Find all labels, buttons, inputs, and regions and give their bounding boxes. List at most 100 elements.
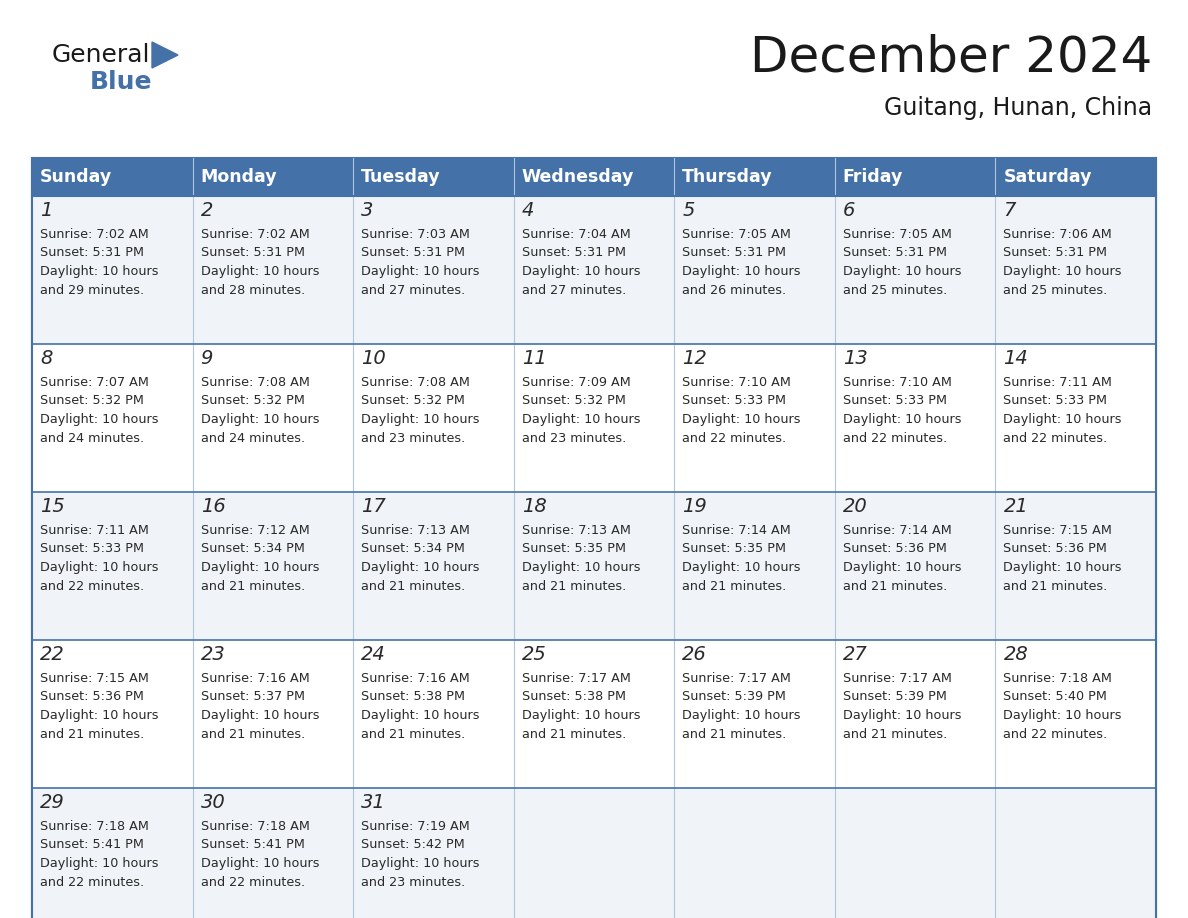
Bar (32, 196, 1156, 344)
Text: and 24 minutes.: and 24 minutes. (201, 432, 304, 445)
Text: Saturday: Saturday (1004, 168, 1092, 186)
Text: Sunset: 5:34 PM: Sunset: 5:34 PM (201, 543, 304, 555)
Text: 26: 26 (682, 644, 707, 664)
Text: 28: 28 (1004, 644, 1028, 664)
Text: and 22 minutes.: and 22 minutes. (40, 877, 144, 890)
Text: Sunrise: 7:02 AM: Sunrise: 7:02 AM (201, 228, 309, 241)
Bar (32, 640, 1156, 788)
Text: Daylight: 10 hours: Daylight: 10 hours (682, 413, 801, 427)
Text: and 22 minutes.: and 22 minutes. (842, 432, 947, 445)
Text: Daylight: 10 hours: Daylight: 10 hours (40, 413, 158, 427)
Text: and 21 minutes.: and 21 minutes. (522, 580, 626, 594)
Text: Daylight: 10 hours: Daylight: 10 hours (842, 562, 961, 575)
Text: 22: 22 (40, 644, 65, 664)
Text: Sunset: 5:32 PM: Sunset: 5:32 PM (522, 395, 626, 408)
Text: Sunset: 5:32 PM: Sunset: 5:32 PM (40, 395, 144, 408)
Text: 21: 21 (1004, 497, 1028, 516)
Text: 7: 7 (1004, 200, 1016, 219)
Text: Sunset: 5:41 PM: Sunset: 5:41 PM (201, 838, 304, 852)
Text: 6: 6 (842, 200, 855, 219)
Text: and 27 minutes.: and 27 minutes. (522, 285, 626, 297)
Text: and 27 minutes.: and 27 minutes. (361, 285, 466, 297)
Text: Sunrise: 7:15 AM: Sunrise: 7:15 AM (40, 671, 148, 685)
Text: Daylight: 10 hours: Daylight: 10 hours (201, 265, 320, 278)
Text: Sunday: Sunday (40, 168, 112, 186)
Text: Daylight: 10 hours: Daylight: 10 hours (201, 710, 320, 722)
Text: Sunrise: 7:15 AM: Sunrise: 7:15 AM (1004, 523, 1112, 536)
Text: Guitang, Hunan, China: Guitang, Hunan, China (884, 96, 1152, 120)
Text: Sunset: 5:36 PM: Sunset: 5:36 PM (842, 543, 947, 555)
Text: Sunrise: 7:11 AM: Sunrise: 7:11 AM (40, 523, 148, 536)
Text: 18: 18 (522, 497, 546, 516)
Text: and 24 minutes.: and 24 minutes. (40, 432, 144, 445)
Text: and 25 minutes.: and 25 minutes. (842, 285, 947, 297)
Text: Daylight: 10 hours: Daylight: 10 hours (682, 562, 801, 575)
Text: and 25 minutes.: and 25 minutes. (1004, 285, 1107, 297)
Text: Blue: Blue (90, 70, 152, 94)
Text: Sunrise: 7:14 AM: Sunrise: 7:14 AM (682, 523, 791, 536)
Text: Sunrise: 7:05 AM: Sunrise: 7:05 AM (842, 228, 952, 241)
Text: 19: 19 (682, 497, 707, 516)
Text: Thursday: Thursday (682, 168, 773, 186)
Text: Sunset: 5:38 PM: Sunset: 5:38 PM (522, 690, 626, 703)
Text: Sunrise: 7:18 AM: Sunrise: 7:18 AM (40, 820, 148, 833)
Text: 27: 27 (842, 644, 867, 664)
Text: 2: 2 (201, 200, 213, 219)
Text: and 21 minutes.: and 21 minutes. (361, 729, 466, 742)
Text: Monday: Monday (201, 168, 277, 186)
Text: Wednesday: Wednesday (522, 168, 634, 186)
Text: 12: 12 (682, 349, 707, 367)
Bar (32, 788, 1156, 918)
Text: Daylight: 10 hours: Daylight: 10 hours (40, 562, 158, 575)
Text: and 21 minutes.: and 21 minutes. (842, 580, 947, 594)
Text: and 23 minutes.: and 23 minutes. (522, 432, 626, 445)
Text: Daylight: 10 hours: Daylight: 10 hours (842, 710, 961, 722)
Text: Sunrise: 7:03 AM: Sunrise: 7:03 AM (361, 228, 470, 241)
Text: Sunrise: 7:14 AM: Sunrise: 7:14 AM (842, 523, 952, 536)
Text: Sunset: 5:31 PM: Sunset: 5:31 PM (522, 247, 626, 260)
Text: and 22 minutes.: and 22 minutes. (201, 877, 304, 890)
Text: Sunset: 5:42 PM: Sunset: 5:42 PM (361, 838, 465, 852)
Text: Sunrise: 7:16 AM: Sunrise: 7:16 AM (361, 671, 470, 685)
Text: Sunset: 5:33 PM: Sunset: 5:33 PM (842, 395, 947, 408)
Text: and 21 minutes.: and 21 minutes. (842, 729, 947, 742)
Bar (32, 158, 1156, 196)
Text: Daylight: 10 hours: Daylight: 10 hours (522, 413, 640, 427)
Text: Sunrise: 7:18 AM: Sunrise: 7:18 AM (201, 820, 309, 833)
Text: Friday: Friday (842, 168, 903, 186)
Text: Sunrise: 7:13 AM: Sunrise: 7:13 AM (361, 523, 470, 536)
Text: Sunset: 5:39 PM: Sunset: 5:39 PM (842, 690, 947, 703)
Text: Sunset: 5:31 PM: Sunset: 5:31 PM (1004, 247, 1107, 260)
Text: Daylight: 10 hours: Daylight: 10 hours (40, 265, 158, 278)
Text: 10: 10 (361, 349, 386, 367)
Bar (32, 344, 1156, 492)
Text: Daylight: 10 hours: Daylight: 10 hours (1004, 265, 1121, 278)
Text: Sunrise: 7:17 AM: Sunrise: 7:17 AM (842, 671, 952, 685)
Text: Sunrise: 7:10 AM: Sunrise: 7:10 AM (682, 375, 791, 388)
Text: 8: 8 (40, 349, 52, 367)
Text: Sunrise: 7:07 AM: Sunrise: 7:07 AM (40, 375, 148, 388)
Text: Daylight: 10 hours: Daylight: 10 hours (1004, 562, 1121, 575)
Text: Daylight: 10 hours: Daylight: 10 hours (842, 265, 961, 278)
Text: and 23 minutes.: and 23 minutes. (361, 877, 466, 890)
Text: Tuesday: Tuesday (361, 168, 441, 186)
Text: Sunrise: 7:18 AM: Sunrise: 7:18 AM (1004, 671, 1112, 685)
Text: Sunrise: 7:10 AM: Sunrise: 7:10 AM (842, 375, 952, 388)
Text: and 22 minutes.: and 22 minutes. (1004, 729, 1107, 742)
Text: and 21 minutes.: and 21 minutes. (40, 729, 144, 742)
Polygon shape (152, 42, 178, 68)
Text: Sunrise: 7:02 AM: Sunrise: 7:02 AM (40, 228, 148, 241)
Text: Sunset: 5:40 PM: Sunset: 5:40 PM (1004, 690, 1107, 703)
Text: Sunset: 5:39 PM: Sunset: 5:39 PM (682, 690, 786, 703)
Text: Sunset: 5:37 PM: Sunset: 5:37 PM (201, 690, 304, 703)
Text: Sunset: 5:36 PM: Sunset: 5:36 PM (40, 690, 144, 703)
Text: Daylight: 10 hours: Daylight: 10 hours (40, 857, 158, 870)
Text: and 21 minutes.: and 21 minutes. (1004, 580, 1107, 594)
Text: Sunrise: 7:09 AM: Sunrise: 7:09 AM (522, 375, 631, 388)
Text: and 21 minutes.: and 21 minutes. (682, 580, 786, 594)
Text: Sunrise: 7:04 AM: Sunrise: 7:04 AM (522, 228, 631, 241)
Text: Sunset: 5:31 PM: Sunset: 5:31 PM (201, 247, 304, 260)
Text: and 21 minutes.: and 21 minutes. (201, 729, 305, 742)
Text: Sunrise: 7:17 AM: Sunrise: 7:17 AM (522, 671, 631, 685)
Text: Daylight: 10 hours: Daylight: 10 hours (361, 857, 480, 870)
